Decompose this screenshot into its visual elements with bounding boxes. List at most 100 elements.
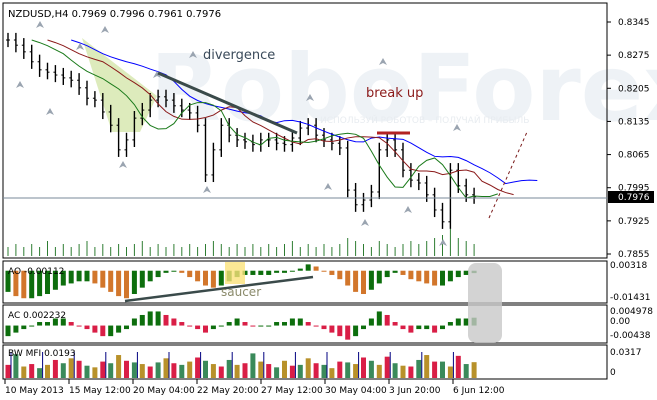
ao-bar — [424, 270, 430, 284]
ao-bar — [274, 270, 280, 273]
ac-bar — [68, 322, 74, 326]
fractal-arrow-icon — [439, 239, 447, 246]
ao-series — [5, 264, 477, 299]
fractal-arrow-icon — [101, 26, 109, 33]
x-tick-label: 20 May 04:00 — [133, 386, 195, 396]
y-tick-label: 0.8205 — [618, 84, 650, 94]
mfi-bar — [13, 354, 19, 378]
ao-bar — [139, 270, 145, 288]
ac-bar — [432, 325, 438, 333]
ac-bar — [100, 325, 106, 337]
mfi-bar — [471, 362, 477, 378]
ac-bar — [131, 318, 137, 326]
mfi-bar — [432, 361, 438, 378]
ac-bar — [463, 318, 469, 326]
mfi-bar — [139, 364, 145, 378]
ao-bar — [68, 270, 74, 284]
ao-bar — [353, 270, 359, 292]
ac-bar — [179, 322, 185, 326]
mfi-bar — [163, 358, 169, 378]
fractal-arrow-icon — [153, 71, 161, 78]
ao-bar — [321, 270, 327, 272]
ao-bar — [266, 270, 272, 275]
mfi-bar — [210, 364, 216, 378]
x-tick-label: 15 May 12:00 — [69, 386, 131, 396]
ac-series — [5, 311, 477, 340]
mfi-bar — [392, 363, 398, 378]
ac-bar — [234, 318, 240, 326]
mfi-bar — [345, 362, 351, 378]
ac-bar — [171, 318, 177, 326]
ac-bar — [353, 325, 359, 337]
ao-bar — [400, 270, 406, 275]
ac-bar — [242, 322, 248, 326]
ao-bar — [289, 270, 295, 272]
indicator-y-label: 0.00318 — [610, 261, 647, 271]
mfi-bar — [45, 364, 50, 378]
ao-bar — [392, 270, 398, 273]
ac-bar — [84, 325, 90, 330]
ao-label: AO -0.00112 — [8, 267, 64, 277]
mfi-bar — [329, 368, 335, 378]
indicator-y-label: -0.00438 — [610, 331, 651, 341]
indicator-y-label: 0.00 — [610, 317, 630, 327]
wedge-highlight — [82, 38, 157, 132]
ac-bar — [147, 311, 153, 326]
mfi-bar — [408, 366, 414, 378]
watermark-slogan: ИСПОЛЬЗУЙ РОБОТОВ – ПОЛУЧАЙ ПРИБЫЛЬ — [320, 114, 529, 126]
ao-bar — [305, 264, 311, 271]
x-tick-label: 22 May 20:00 — [197, 386, 259, 396]
mfi-bar — [124, 360, 129, 378]
ac-bar — [345, 325, 351, 340]
ao-bar — [463, 270, 469, 275]
mfi-bar — [440, 361, 445, 378]
mfi-panel — [2, 344, 608, 380]
mfi-bar — [21, 366, 27, 378]
ao-bar — [337, 270, 343, 280]
mfi-bar — [455, 355, 461, 378]
mfi-bar — [250, 353, 256, 378]
ao-bar — [210, 270, 216, 288]
ao-bar — [171, 270, 177, 272]
mfi-bar — [289, 365, 295, 378]
mfi-bar — [282, 360, 287, 378]
ao-bar — [84, 270, 90, 282]
ac-bar — [258, 325, 264, 327]
y-tick-label: 0.8135 — [618, 117, 650, 127]
ac-bar — [124, 325, 129, 330]
fractal-arrow-icon — [189, 51, 197, 58]
fractal-arrow-icon — [324, 183, 332, 190]
ao-bar — [37, 270, 43, 297]
fractal-arrow-icon — [119, 161, 127, 168]
mfi-bar — [400, 365, 406, 378]
y-tick-label: 0.8345 — [618, 18, 650, 28]
mfi-bar — [424, 355, 430, 378]
x-tick-label: 30 May 04:00 — [325, 386, 387, 396]
axes: 0.83450.82750.82050.81350.80650.79950.79… — [4, 18, 654, 396]
ac-bar — [266, 325, 272, 327]
mfi-bar — [321, 364, 327, 378]
ac-bar — [163, 314, 169, 326]
ac-bar — [155, 311, 161, 326]
ao-bar — [297, 268, 303, 271]
x-tick-label: 10 May 2013 — [5, 386, 64, 396]
ao-bar — [76, 270, 82, 282]
fractal-arrow-icon — [404, 206, 412, 213]
fractal-arrow-icon — [16, 81, 24, 88]
mfi-bar — [218, 366, 224, 378]
ac-bar — [321, 325, 327, 330]
ac-bar — [226, 322, 232, 326]
ao-bar — [108, 270, 114, 292]
mfi-bar — [147, 366, 153, 378]
ao-bar — [52, 270, 58, 290]
mfi-bar — [179, 364, 185, 378]
ao-bar — [124, 270, 129, 299]
ao-bar — [384, 270, 390, 278]
y-tick-label: 0.8275 — [618, 51, 650, 61]
mfi-bar — [368, 360, 374, 378]
ac-bar — [376, 311, 382, 326]
ao-bar — [416, 270, 422, 282]
mfi-bar — [5, 364, 11, 378]
break-up-label: break up — [366, 86, 423, 101]
